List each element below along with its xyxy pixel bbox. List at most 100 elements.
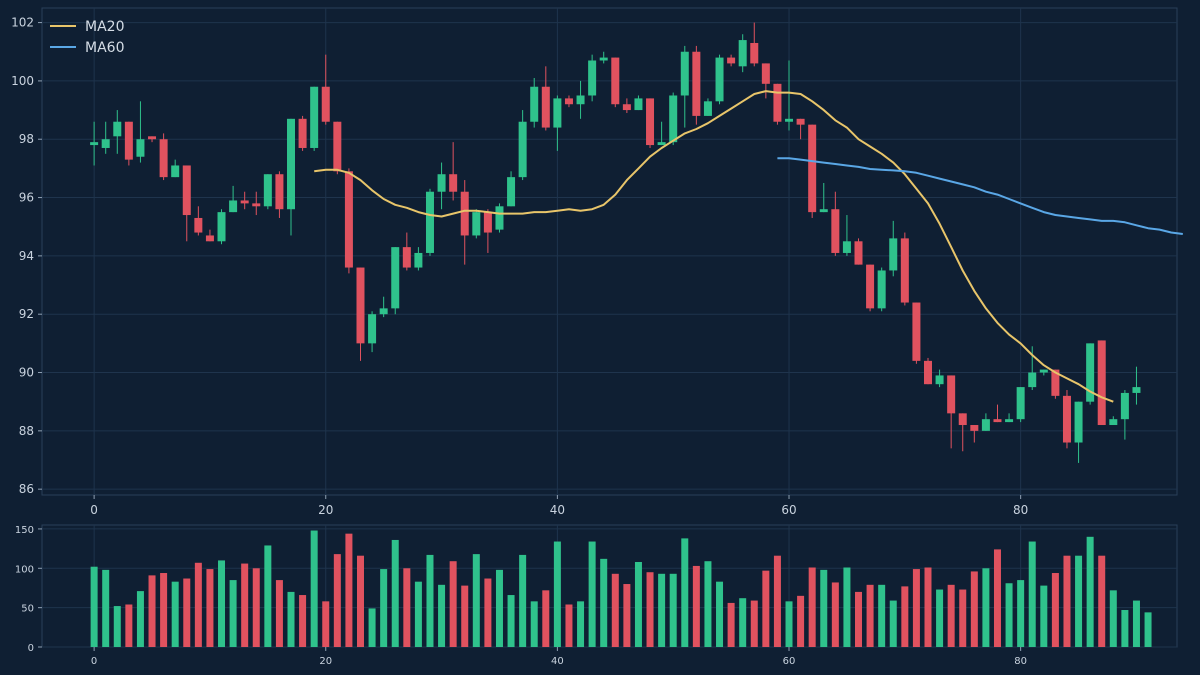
candle-body [1028, 372, 1037, 388]
price-x-tick-label: 20 [318, 503, 333, 517]
price-y-tick-label: 92 [19, 307, 34, 321]
price-x-tick-label: 60 [781, 503, 796, 517]
candle-body [541, 86, 550, 128]
volume-bar [1098, 555, 1106, 647]
volume-bar [495, 569, 503, 647]
candle-body [1074, 401, 1083, 443]
volume-bar [716, 581, 724, 647]
candle-body [159, 139, 168, 178]
candle-body [576, 95, 585, 105]
volume-bar [611, 573, 619, 647]
volume-bar [889, 600, 897, 647]
candle-body [391, 247, 400, 309]
candle-body [356, 267, 365, 344]
ma20-line [314, 90, 1114, 403]
candle-body [252, 203, 261, 207]
volume-bar [1063, 555, 1071, 647]
candle-body [692, 51, 701, 116]
volume-bar [681, 538, 689, 647]
volume-bar [229, 580, 237, 647]
volume-bar [194, 562, 202, 647]
candle-body [669, 95, 678, 143]
candle-body [460, 191, 469, 236]
price-x-tick-label: 40 [550, 503, 565, 517]
candle-body [553, 98, 562, 128]
candle-body [333, 121, 342, 172]
candle-body [808, 124, 817, 213]
candle-body [90, 142, 99, 146]
volume-bar [322, 601, 330, 647]
price-panel: 86 88 90 92 94 96 98 100 102 0 20 40 60 80 [11, 7, 1183, 517]
candle-body [124, 121, 133, 160]
volume-bar [727, 602, 735, 647]
candle-body [970, 425, 979, 431]
volume-bar [1086, 536, 1094, 647]
candle-body [148, 136, 157, 140]
volume-bar [1109, 590, 1117, 647]
volume-bar [1132, 600, 1140, 647]
volume-bar [924, 567, 932, 647]
price-x-tick-label: 0 [90, 503, 98, 517]
volume-bar [461, 585, 469, 647]
volume-bar [414, 581, 422, 647]
candle-body [1109, 419, 1118, 426]
candle-body [831, 209, 840, 253]
candle-body [194, 217, 203, 233]
volume-bar [148, 575, 156, 647]
volume-y-tick-label: 50 [21, 604, 34, 615]
volume-bar [1121, 610, 1129, 647]
volume-bar [519, 554, 527, 647]
volume-bar [403, 568, 411, 647]
candle-body [1132, 387, 1141, 393]
volume-bar [1017, 580, 1025, 647]
volume-y-tick-label: 100 [15, 564, 34, 575]
volume-bar [704, 561, 712, 647]
volume-bar [136, 591, 144, 647]
candle-body [368, 314, 377, 344]
candle-body [287, 118, 296, 210]
volume-bar [646, 572, 654, 647]
candle-body [657, 142, 666, 146]
price-y-tick-label: 94 [19, 249, 34, 263]
volume-bar [669, 573, 677, 647]
volume-bar [368, 608, 376, 647]
volume-bar [1040, 585, 1048, 647]
volume-bar [843, 567, 851, 647]
volume-bar [299, 595, 307, 647]
candle-body [796, 118, 805, 125]
volume-bar [507, 595, 515, 647]
candle-body [935, 375, 944, 385]
candle-body [981, 419, 990, 431]
volume-bar [356, 555, 364, 647]
candle-body [819, 209, 828, 213]
price-y-tick-label: 88 [19, 424, 34, 438]
volume-bar [345, 533, 353, 647]
volume-bar [1051, 573, 1059, 647]
candle-body [472, 212, 481, 236]
candle-body [518, 121, 527, 178]
candle-body [483, 212, 492, 233]
candle-body [738, 40, 747, 67]
candle-body [993, 419, 1002, 423]
volume-bar [912, 569, 920, 647]
volume-bar [90, 566, 98, 647]
volume-bar [588, 541, 596, 647]
price-y-tick-label: 102 [11, 16, 34, 30]
volume-bar [113, 606, 121, 647]
candle-body [715, 57, 724, 102]
candle-body [750, 42, 759, 64]
candle-body [507, 177, 516, 207]
candle-body [425, 191, 434, 253]
volume-bar [542, 590, 550, 647]
volume-bar [855, 591, 863, 647]
volume-bar [530, 601, 538, 647]
candle-body [588, 60, 597, 96]
legend-ma20-label: MA20 [85, 19, 124, 35]
candle-body [229, 200, 238, 213]
volume-bar [750, 600, 758, 647]
candle-body [402, 247, 411, 268]
volume-y-tick-label: 150 [15, 525, 34, 536]
